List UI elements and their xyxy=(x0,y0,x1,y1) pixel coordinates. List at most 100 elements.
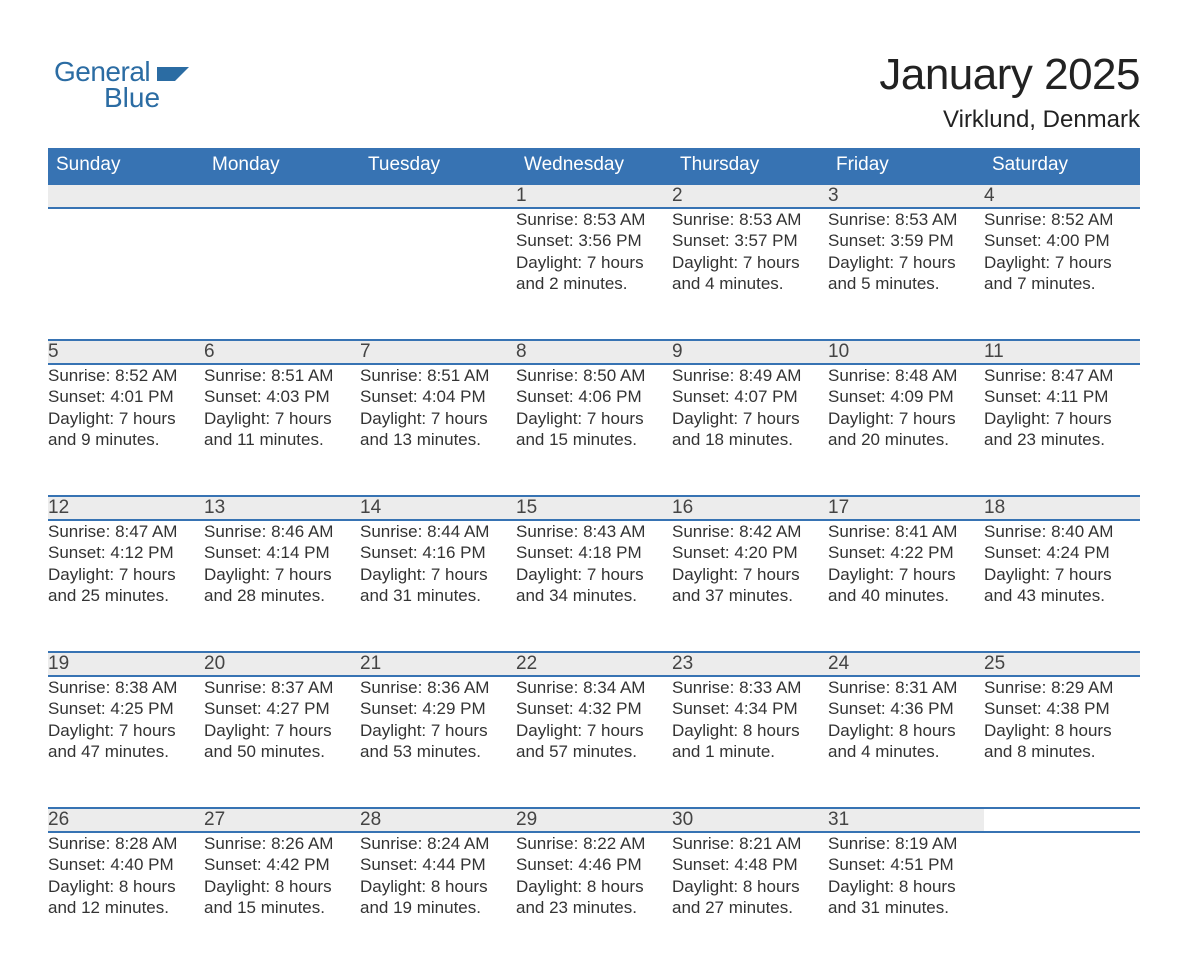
sunset-text: Sunset: 4:36 PM xyxy=(828,698,984,719)
day-number-cell: 22 xyxy=(516,652,672,676)
daylight-text: Daylight: 7 hours xyxy=(204,564,360,585)
daylight-text: Daylight: 7 hours xyxy=(516,252,672,273)
sunset-text: Sunset: 4:16 PM xyxy=(360,542,516,563)
day-number-cell xyxy=(360,184,516,208)
day-number: 31 xyxy=(828,809,849,830)
daylight-text: Daylight: 7 hours xyxy=(672,252,828,273)
day-detail-cell: Sunrise: 8:31 AMSunset: 4:36 PMDaylight:… xyxy=(828,676,984,808)
daylight-text: Daylight: 7 hours xyxy=(360,408,516,429)
sunrise-text: Sunrise: 8:42 AM xyxy=(672,521,828,542)
sunrise-text: Sunrise: 8:31 AM xyxy=(828,677,984,698)
sunset-text: Sunset: 4:48 PM xyxy=(672,854,828,875)
day-number: 30 xyxy=(672,809,693,830)
day-detail-cell: Sunrise: 8:36 AMSunset: 4:29 PMDaylight:… xyxy=(360,676,516,808)
daylight-text: Daylight: 7 hours xyxy=(516,720,672,741)
day-detail-cell: Sunrise: 8:33 AMSunset: 4:34 PMDaylight:… xyxy=(672,676,828,808)
daylight-text: Daylight: 7 hours xyxy=(672,408,828,429)
daylight-text: and 57 minutes. xyxy=(516,741,672,762)
day-number: 7 xyxy=(360,341,371,362)
day-detail-cell: Sunrise: 8:28 AMSunset: 4:40 PMDaylight:… xyxy=(48,832,204,963)
sunset-text: Sunset: 4:03 PM xyxy=(204,386,360,407)
day-number: 20 xyxy=(204,653,225,674)
sunset-text: Sunset: 4:22 PM xyxy=(828,542,984,563)
day-detail-cell: Sunrise: 8:47 AMSunset: 4:11 PMDaylight:… xyxy=(984,364,1140,496)
day-number: 22 xyxy=(516,653,537,674)
week-daynum-row: 12131415161718 xyxy=(48,496,1140,520)
col-friday: Friday xyxy=(828,148,984,184)
day-number: 18 xyxy=(984,497,1005,518)
sunrise-text: Sunrise: 8:46 AM xyxy=(204,521,360,542)
sunrise-text: Sunrise: 8:53 AM xyxy=(828,209,984,230)
daylight-text: Daylight: 8 hours xyxy=(360,876,516,897)
daylight-text: and 15 minutes. xyxy=(516,429,672,450)
daylight-text: and 2 minutes. xyxy=(516,273,672,294)
day-number: 6 xyxy=(204,341,215,362)
sunset-text: Sunset: 4:12 PM xyxy=(48,542,204,563)
day-number-cell: 9 xyxy=(672,340,828,364)
day-number: 27 xyxy=(204,809,225,830)
day-number-cell: 14 xyxy=(360,496,516,520)
day-number: 19 xyxy=(48,653,69,674)
daylight-text: Daylight: 7 hours xyxy=(828,252,984,273)
day-number: 1 xyxy=(516,185,527,206)
sunrise-text: Sunrise: 8:44 AM xyxy=(360,521,516,542)
sunrise-text: Sunrise: 8:33 AM xyxy=(672,677,828,698)
sunrise-text: Sunrise: 8:36 AM xyxy=(360,677,516,698)
sunset-text: Sunset: 4:40 PM xyxy=(48,854,204,875)
day-detail-cell xyxy=(360,208,516,340)
day-number-cell: 8 xyxy=(516,340,672,364)
day-number: 2 xyxy=(672,185,683,206)
daylight-text: Daylight: 8 hours xyxy=(204,876,360,897)
sunset-text: Sunset: 4:46 PM xyxy=(516,854,672,875)
daylight-text: and 13 minutes. xyxy=(360,429,516,450)
day-detail-cell: Sunrise: 8:49 AMSunset: 4:07 PMDaylight:… xyxy=(672,364,828,496)
daylight-text: Daylight: 7 hours xyxy=(828,408,984,429)
calendar-page: General Blue January 2025 Virklund, Denm… xyxy=(0,0,1188,918)
day-number-cell: 11 xyxy=(984,340,1140,364)
daylight-text: and 4 minutes. xyxy=(828,741,984,762)
day-detail-cell: Sunrise: 8:46 AMSunset: 4:14 PMDaylight:… xyxy=(204,520,360,652)
daylight-text: Daylight: 7 hours xyxy=(984,252,1140,273)
sunrise-text: Sunrise: 8:34 AM xyxy=(516,677,672,698)
sunrise-text: Sunrise: 8:52 AM xyxy=(984,209,1140,230)
day-number-cell xyxy=(204,184,360,208)
day-number-cell xyxy=(48,184,204,208)
sunrise-text: Sunrise: 8:48 AM xyxy=(828,365,984,386)
daylight-text: Daylight: 8 hours xyxy=(672,720,828,741)
daylight-text: and 23 minutes. xyxy=(516,897,672,918)
day-number: 26 xyxy=(48,809,69,830)
day-number: 13 xyxy=(204,497,225,518)
day-number-cell: 16 xyxy=(672,496,828,520)
sunrise-text: Sunrise: 8:21 AM xyxy=(672,833,828,854)
day-number: 15 xyxy=(516,497,537,518)
day-detail-cell: Sunrise: 8:21 AMSunset: 4:48 PMDaylight:… xyxy=(672,832,828,963)
daylight-text: and 47 minutes. xyxy=(48,741,204,762)
sunset-text: Sunset: 4:25 PM xyxy=(48,698,204,719)
daylight-text: and 4 minutes. xyxy=(672,273,828,294)
day-number-cell: 3 xyxy=(828,184,984,208)
week-daynum-row: 19202122232425 xyxy=(48,652,1140,676)
day-number: 21 xyxy=(360,653,381,674)
col-saturday: Saturday xyxy=(984,148,1140,184)
day-detail-cell: Sunrise: 8:37 AMSunset: 4:27 PMDaylight:… xyxy=(204,676,360,808)
sunrise-text: Sunrise: 8:47 AM xyxy=(984,365,1140,386)
sunset-text: Sunset: 4:27 PM xyxy=(204,698,360,719)
sunrise-text: Sunrise: 8:38 AM xyxy=(48,677,204,698)
page-title: January 2025 xyxy=(48,50,1140,100)
day-number-cell: 29 xyxy=(516,808,672,832)
daylight-text: Daylight: 7 hours xyxy=(516,564,672,585)
daylight-text: Daylight: 7 hours xyxy=(672,564,828,585)
day-number: 17 xyxy=(828,497,849,518)
col-monday: Monday xyxy=(204,148,360,184)
daylight-text: and 23 minutes. xyxy=(984,429,1140,450)
daylight-text: Daylight: 8 hours xyxy=(984,720,1140,741)
daylight-text: Daylight: 7 hours xyxy=(828,564,984,585)
col-sunday: Sunday xyxy=(48,148,204,184)
daylight-text: Daylight: 7 hours xyxy=(984,408,1140,429)
day-detail-cell: Sunrise: 8:42 AMSunset: 4:20 PMDaylight:… xyxy=(672,520,828,652)
day-number: 16 xyxy=(672,497,693,518)
weekday-header-row: Sunday Monday Tuesday Wednesday Thursday… xyxy=(48,148,1140,184)
sunrise-text: Sunrise: 8:47 AM xyxy=(48,521,204,542)
day-number-cell: 25 xyxy=(984,652,1140,676)
day-detail-cell xyxy=(48,208,204,340)
